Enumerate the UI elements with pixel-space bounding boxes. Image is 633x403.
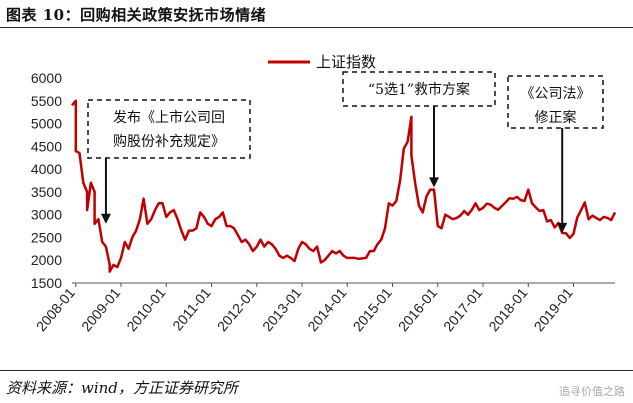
y-tick-label: 3000 (31, 207, 62, 223)
watermark-text: 追寻价值之路 (559, 385, 625, 398)
legend-label: 上证指数 (316, 53, 376, 71)
x-tick-label: 2014-01 (304, 284, 349, 334)
x-tick-label: 2009-01 (78, 284, 123, 334)
callout-arrow-head (100, 213, 111, 224)
source-note: 资料来源：wind，方正证券研究所 (6, 379, 238, 397)
callout-text: “5选1”救市方案 (368, 81, 470, 98)
x-tick-label: 2015-01 (350, 284, 395, 334)
callout-arrow-head (557, 222, 568, 233)
x-tick-label: 2018-01 (485, 284, 530, 334)
x-tick-label: 2013-01 (259, 284, 304, 334)
callout-text: 发布《上市公司回 (113, 109, 225, 126)
series-line-shanghai-composite (71, 99, 617, 273)
callout-box (342, 71, 496, 107)
x-tick-label: 2008-01 (33, 284, 78, 334)
y-tick-label: 3500 (31, 184, 62, 200)
y-tick-label: 2000 (31, 252, 62, 268)
callout-box (507, 75, 604, 129)
x-tick-label: 2012-01 (214, 284, 259, 334)
x-tick-label: 2011-01 (169, 284, 214, 333)
top-rule (0, 27, 633, 28)
y-tick-label: 2500 (31, 229, 62, 245)
callout-box (87, 99, 251, 159)
x-tick-label: 2010-01 (123, 284, 168, 334)
y-tick-label: 4000 (31, 161, 62, 177)
y-tick-label: 5000 (31, 116, 62, 132)
y-tick-label: 1500 (31, 275, 62, 291)
bottom-rule (0, 370, 633, 371)
figure-title: 图表 10：回购相关政策安抚市场情绪 (6, 6, 267, 24)
y-tick-label: 6000 (31, 70, 62, 86)
chart-series (71, 99, 617, 273)
chart-legend: 上证指数 (268, 53, 376, 71)
callout-text: 购股份补充规定》 (113, 134, 225, 150)
callout-arrow-head (429, 177, 439, 188)
x-tick-label: 2017-01 (440, 284, 485, 334)
callout-text: 修正案 (535, 109, 577, 126)
y-tick-label: 4500 (31, 138, 62, 154)
y-tick-label: 5500 (31, 93, 62, 109)
x-tick-label: 2016-01 (395, 284, 440, 334)
x-tick-label: 2019-01 (531, 284, 576, 334)
callout-text: 《公司法》 (521, 86, 591, 102)
